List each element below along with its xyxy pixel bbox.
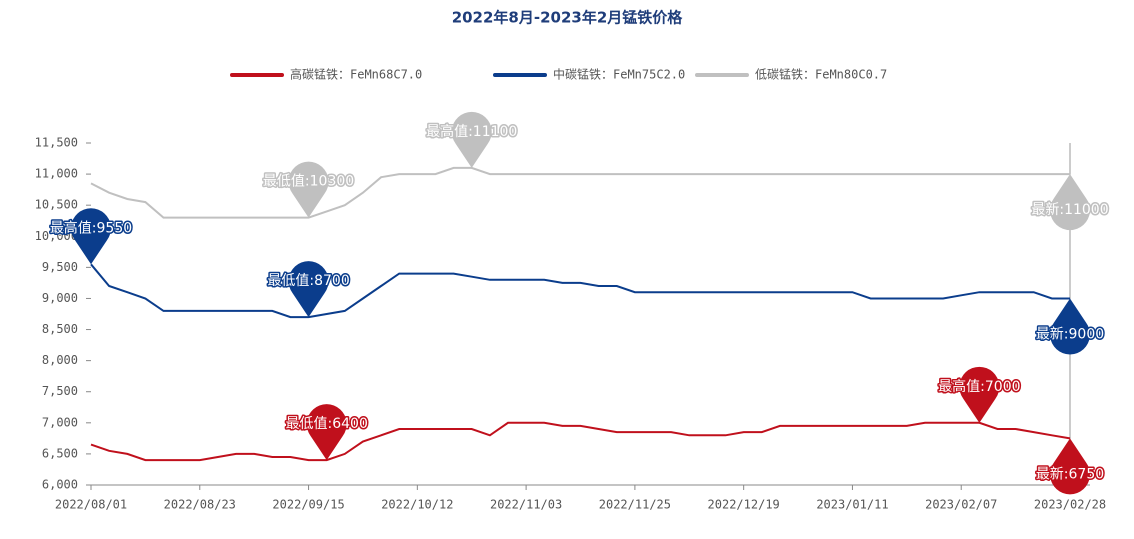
legend-label: 低碳锰铁：FeMn80C0.7 bbox=[755, 67, 887, 82]
y-tick-label: 11,500 bbox=[35, 136, 78, 150]
x-tick-label: 2022/12/19 bbox=[708, 498, 780, 512]
marker-pin bbox=[1050, 438, 1090, 495]
legend-label: 高碳锰铁：FeMn68C7.0 bbox=[290, 67, 422, 82]
marker-pin bbox=[288, 261, 329, 318]
marker-label: 最新:11000 bbox=[1031, 202, 1108, 218]
y-tick-label: 10,000 bbox=[35, 229, 78, 243]
marker-label: 最高值:9550 bbox=[50, 219, 132, 236]
x-tick-label: 2023/02/28 bbox=[1034, 498, 1106, 512]
marker-label: 最高值:11100 bbox=[426, 123, 517, 140]
x-tick-label: 2023/01/11 bbox=[816, 498, 888, 512]
x-tick-label: 2022/08/01 bbox=[55, 498, 127, 512]
y-tick-label: 6,000 bbox=[42, 478, 78, 492]
series-line bbox=[90, 166, 1070, 219]
marker-pin bbox=[1050, 174, 1090, 231]
series-line bbox=[90, 263, 1070, 319]
marker-pin bbox=[288, 161, 329, 218]
y-tick-label: 8,500 bbox=[42, 322, 78, 336]
marker-label: 最低值:6400 bbox=[286, 416, 368, 432]
y-tick-label: 8,000 bbox=[42, 353, 78, 367]
y-tick-label: 9,000 bbox=[42, 291, 78, 305]
marker-label: 最新:9000 bbox=[1036, 326, 1104, 342]
x-tick-label: 2022/08/23 bbox=[164, 498, 236, 512]
x-tick-label: 2023/02/07 bbox=[925, 498, 997, 512]
x-tick-label: 2022/10/12 bbox=[381, 498, 453, 512]
marker-label: 最低值:10300 bbox=[263, 174, 354, 190]
series-line bbox=[90, 421, 1071, 462]
y-tick-label: 7,500 bbox=[42, 384, 78, 398]
legend-label: 中碳锰铁：FeMn75C2.0 bbox=[553, 67, 685, 82]
marker-pin bbox=[71, 208, 112, 265]
marker-label: 最新:6750 bbox=[1036, 466, 1104, 482]
marker-label: 最低值:8700 bbox=[267, 273, 349, 289]
marker-pin bbox=[306, 404, 347, 461]
x-tick-label: 2022/11/03 bbox=[490, 498, 562, 512]
y-tick-label: 7,000 bbox=[42, 415, 78, 429]
y-tick-label: 10,500 bbox=[35, 198, 78, 212]
y-tick-label: 11,000 bbox=[35, 167, 78, 181]
marker-pin bbox=[451, 111, 492, 168]
y-tick-label: 9,500 bbox=[42, 260, 78, 274]
marker-pin bbox=[959, 366, 1000, 423]
x-tick-label: 2022/09/15 bbox=[272, 498, 344, 512]
marker-label: 最高值:7000 bbox=[938, 378, 1020, 395]
chart-title: 2022年8月-2023年2月锰铁价格 bbox=[452, 9, 684, 27]
marker-pin bbox=[1050, 298, 1090, 355]
x-tick-label: 2022/11/25 bbox=[599, 498, 671, 512]
y-tick-label: 6,500 bbox=[42, 446, 78, 460]
